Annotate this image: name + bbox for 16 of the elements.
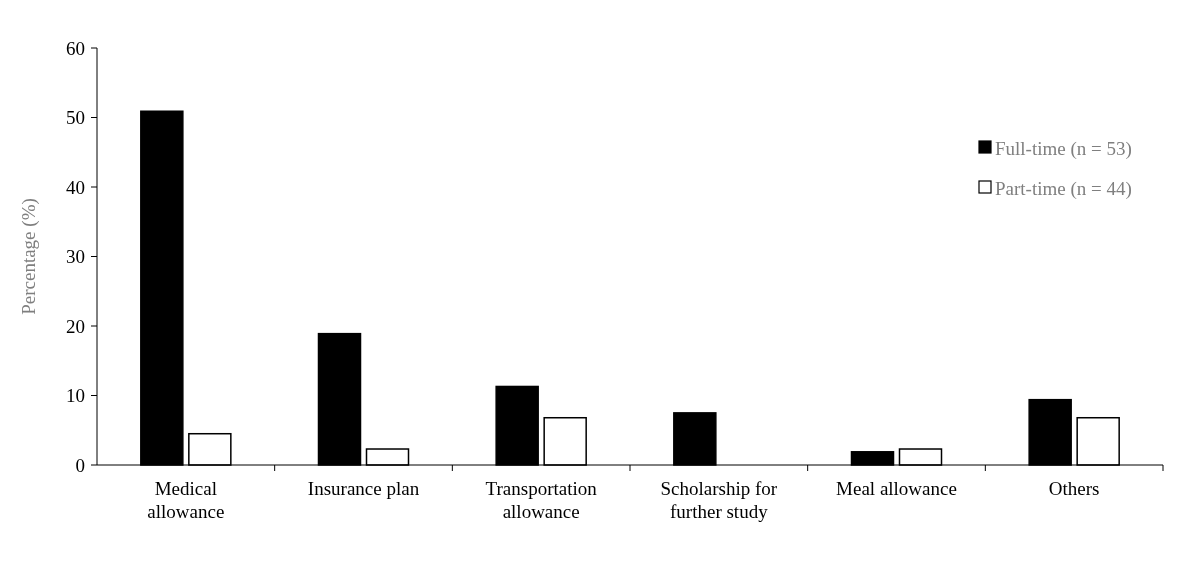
x-tick-label: Scholarship for further study: [660, 478, 778, 522]
x-tick-label: Insurance plan: [307, 478, 420, 499]
y-tick-label: 50: [66, 107, 85, 129]
y-tick-label: 20: [66, 315, 85, 337]
x-tick-label: Meal allowance: [836, 478, 957, 499]
y-tick-label: 30: [66, 246, 85, 268]
y-tick-label: 0: [75, 454, 85, 476]
y-axis-title: Percentage (%): [18, 198, 40, 315]
y-tick-label: 60: [66, 37, 85, 59]
legend-label: Part-time (n = 44): [995, 177, 1132, 200]
x-tick-label: Others: [1048, 478, 1100, 499]
x-tick-label: Medical allowance: [147, 478, 225, 522]
y-tick-label: 40: [66, 176, 85, 198]
x-tick-label: Transportation allowance: [485, 478, 598, 522]
legend-label: Full-time (n = 53): [995, 137, 1132, 160]
y-tick-label: 10: [66, 385, 85, 407]
